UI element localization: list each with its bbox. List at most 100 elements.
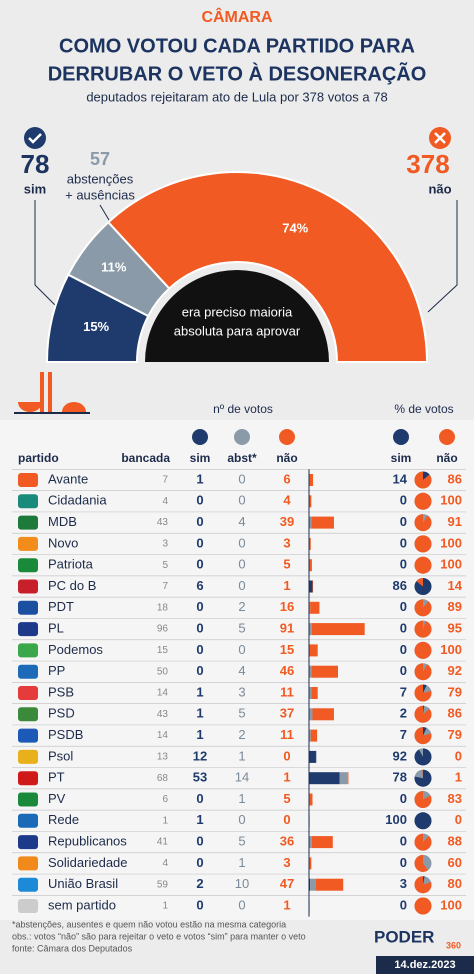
vote-bar xyxy=(309,665,312,678)
party-name: Podemos xyxy=(48,642,103,657)
seats: 3 xyxy=(162,539,168,550)
vote-bar xyxy=(339,772,348,785)
seats: 18 xyxy=(157,602,169,613)
party-logo xyxy=(18,771,38,786)
seats: 41 xyxy=(157,837,169,848)
vote-bar xyxy=(309,474,314,486)
party-logo xyxy=(18,536,38,551)
votes-yes: 0 xyxy=(196,834,203,849)
party-name: PDT xyxy=(48,599,74,614)
votes-no: 37 xyxy=(280,706,294,721)
votes-abst: 0 xyxy=(238,642,245,657)
vote-bar xyxy=(310,878,316,891)
vote-bar xyxy=(310,729,318,742)
column-header: não xyxy=(276,451,297,465)
votes-yes: 6 xyxy=(196,578,203,593)
pct-yes: 0 xyxy=(400,621,407,636)
party-name: PSD xyxy=(48,706,75,721)
brand-sub: 360 xyxy=(446,940,461,950)
legend-dot xyxy=(439,429,455,445)
pct-no: 95 xyxy=(448,621,462,636)
votes-abst: 3 xyxy=(238,684,245,699)
seats: 96 xyxy=(157,624,169,635)
vote-bar xyxy=(315,878,344,891)
votes-no: 0 xyxy=(283,748,290,763)
party-name: Solidariedade xyxy=(48,855,128,870)
seats: 7 xyxy=(162,581,168,592)
seats: 4 xyxy=(162,858,168,869)
votes-no: 16 xyxy=(280,599,294,614)
seats: 1 xyxy=(162,901,168,912)
footnote: fonte: Câmara dos Deputados xyxy=(12,943,133,953)
votes-no: 3 xyxy=(283,855,290,870)
check-mark xyxy=(28,133,42,144)
votes-no: 91 xyxy=(280,621,294,636)
seats: 7 xyxy=(162,475,168,486)
votes-no: 5 xyxy=(283,557,290,572)
pie-no xyxy=(414,641,432,659)
pct-no: 100 xyxy=(440,493,462,508)
party-logo xyxy=(18,515,38,530)
vote-bar xyxy=(309,537,311,550)
pct-yes: 78 xyxy=(393,770,407,785)
pie-no xyxy=(414,791,432,808)
votes-yes: 1 xyxy=(196,812,203,827)
votes-no: 1 xyxy=(283,897,290,912)
pie-no xyxy=(414,727,432,745)
vote-bar xyxy=(309,857,312,870)
pct-yes: 2 xyxy=(400,706,407,721)
pct-no: 0 xyxy=(455,812,462,827)
center-text: absoluta para aprovar xyxy=(174,323,301,338)
pie-yes xyxy=(423,727,427,736)
legend-dot xyxy=(279,429,295,445)
party-logo xyxy=(18,749,38,764)
votes-abst: 10 xyxy=(235,876,249,891)
pointer-line xyxy=(427,200,458,313)
pct-yes: 0 xyxy=(400,791,407,806)
votes-abst: 5 xyxy=(238,834,245,849)
pie-no xyxy=(416,578,423,587)
votes-yes: 1 xyxy=(196,727,203,742)
votes-abst: 2 xyxy=(238,599,245,614)
votes-yes: 1 xyxy=(196,706,203,721)
congress-icon xyxy=(14,372,90,414)
pct-yes: 92 xyxy=(393,748,407,763)
pie-no xyxy=(414,535,432,553)
votes-no: 15 xyxy=(280,642,294,657)
pie-no xyxy=(414,663,432,681)
votes-no: 36 xyxy=(280,834,294,849)
footnote: obs.: votos “não” são para rejeitar o ve… xyxy=(12,931,306,941)
party-name: Rede xyxy=(48,812,79,827)
subtitle: deputados rejeitaram ato de Lula por 378… xyxy=(86,89,387,104)
party-logo xyxy=(18,622,38,637)
votes-no: 3 xyxy=(283,535,290,550)
pct-yes: 0 xyxy=(400,642,407,657)
column-header: sim xyxy=(391,451,412,465)
vote-bar xyxy=(309,793,313,806)
pct-yes: 0 xyxy=(400,834,407,849)
pct-no: 100 xyxy=(440,897,462,912)
votes-no: 11 xyxy=(280,684,294,699)
seats: 50 xyxy=(157,666,169,677)
brand: PODER xyxy=(374,927,434,946)
pct-yes: 0 xyxy=(400,855,407,870)
vote-bar xyxy=(309,623,312,636)
column-header: sim xyxy=(190,451,211,465)
pie-no xyxy=(414,599,432,617)
party-logo xyxy=(18,877,38,892)
votes-abst: 0 xyxy=(238,493,245,508)
vote-bar xyxy=(309,878,311,891)
votes-abst: 1 xyxy=(238,855,245,870)
pct-no: 89 xyxy=(448,599,462,614)
check-icon xyxy=(24,127,46,149)
donut-percent: 74% xyxy=(282,221,308,236)
pct-yes: 100 xyxy=(385,812,407,827)
party-name: PSDB xyxy=(48,727,83,742)
pie-no xyxy=(414,897,432,915)
votes-yes: 0 xyxy=(196,642,203,657)
votes-yes: 0 xyxy=(196,621,203,636)
party-name: Republicanos xyxy=(48,834,127,849)
votes-abst: 5 xyxy=(238,706,245,721)
seats: 59 xyxy=(157,879,169,890)
pie-no xyxy=(414,833,432,851)
